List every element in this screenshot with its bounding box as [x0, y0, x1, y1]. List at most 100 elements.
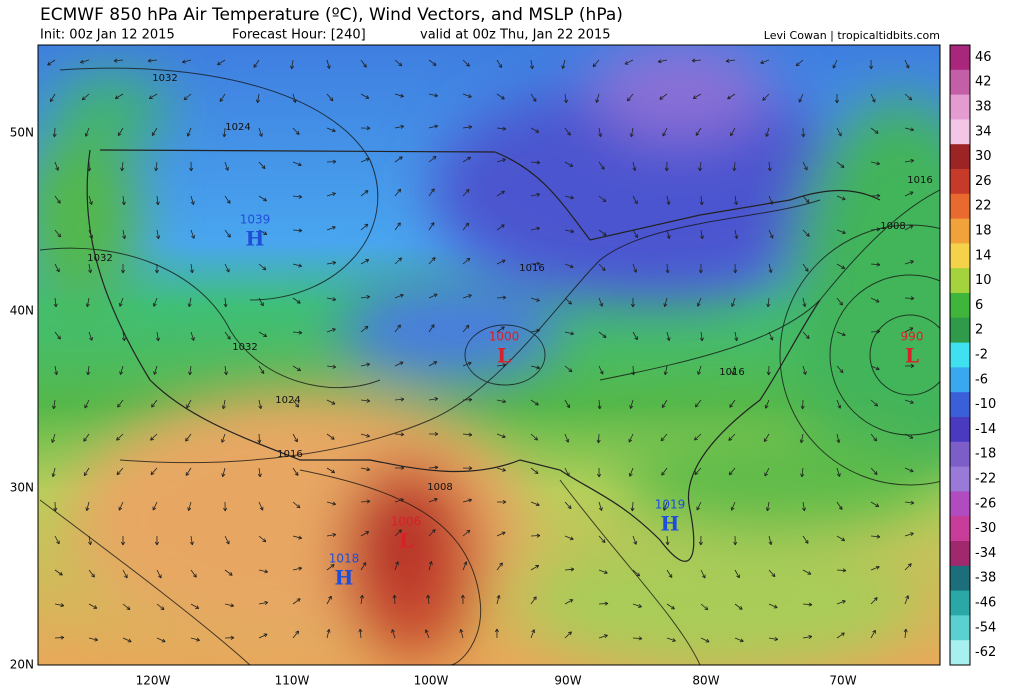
- wind-arrow: [88, 603, 98, 609]
- wind-arrow: [119, 365, 124, 375]
- wind-arrow: [428, 398, 438, 401]
- wind-arrow-head: [696, 506, 701, 511]
- wind-arrow: [253, 59, 260, 68]
- wind-arrow-head: [114, 95, 119, 100]
- wind-arrow-head: [766, 303, 771, 308]
- wind-arrow-head: [230, 603, 235, 608]
- wind-arrow: [904, 59, 910, 69]
- wind-arrow: [156, 331, 159, 341]
- wind-arrow: [394, 561, 399, 571]
- wind-arrow: [530, 629, 535, 639]
- wind-arrow-head: [332, 159, 337, 164]
- wind-arrow: [292, 229, 303, 232]
- colorbar-swatch: [950, 466, 970, 492]
- wind-arrow: [394, 188, 402, 197]
- wind-arrow-head: [56, 540, 60, 545]
- wind-arrow: [122, 637, 132, 643]
- wind-arrow-head: [909, 435, 914, 439]
- wind-arrow: [224, 569, 233, 576]
- colorbar-label: 46: [975, 50, 992, 65]
- wind-arrow-head: [597, 405, 602, 410]
- wind-arrow: [802, 195, 810, 203]
- wind-arrow: [360, 223, 369, 231]
- wind-arrow-head: [604, 634, 608, 639]
- wind-arrow: [766, 501, 770, 511]
- wind-arrow: [802, 365, 807, 375]
- wind-arrow: [224, 229, 231, 238]
- wind-arrow-head: [694, 436, 698, 441]
- wind-arrow-head: [907, 563, 912, 568]
- wind-arrow-head: [297, 162, 302, 167]
- wind-arrow: [222, 467, 226, 477]
- wind-arrow-head: [117, 403, 121, 408]
- wind-arrow-head: [468, 125, 473, 130]
- wind-arrow: [116, 433, 124, 441]
- wind-arrow-head: [905, 64, 910, 69]
- wind-arrow-head: [366, 295, 371, 300]
- wind-arrow: [661, 399, 668, 408]
- wind-arrow-head: [633, 540, 638, 545]
- wind-arrow-head: [832, 64, 837, 69]
- wind-arrow: [496, 562, 503, 571]
- wind-arrow-head: [592, 63, 597, 68]
- wind-arrow-head: [183, 96, 188, 101]
- wind-arrow-head: [638, 636, 643, 641]
- wind-arrow-head: [496, 594, 501, 599]
- wind-arrow: [80, 59, 90, 63]
- wind-arrow: [292, 263, 302, 267]
- wind-arrow-head: [730, 132, 734, 137]
- wind-arrow-head: [565, 472, 570, 477]
- wind-arrow-head: [910, 158, 915, 163]
- wind-arrow-head: [910, 363, 915, 368]
- wind-arrow-head: [366, 467, 371, 472]
- wind-arrow-head: [568, 300, 572, 305]
- wind-arrow-head: [663, 371, 668, 376]
- wind-arrow-head: [190, 201, 195, 205]
- wind-arrow: [224, 297, 227, 307]
- wind-arrow: [731, 297, 736, 307]
- wind-arrow: [629, 467, 634, 477]
- wind-arrow-head: [760, 60, 765, 65]
- wind-arrow-head: [223, 371, 228, 376]
- wind-arrow-head: [807, 571, 812, 575]
- lat-label: 50N: [10, 126, 34, 140]
- wind-arrow: [734, 569, 740, 579]
- wind-arrow: [733, 161, 736, 171]
- wind-arrow: [734, 331, 738, 341]
- wind-arrow: [904, 191, 914, 197]
- wind-arrow: [700, 569, 706, 579]
- wind-arrow-head: [154, 167, 159, 172]
- wind-arrow: [598, 331, 607, 338]
- wind-arrow: [496, 399, 506, 403]
- isobars: [39, 67, 940, 665]
- wind-arrow-head: [332, 364, 337, 369]
- pressure-value: 1019: [655, 498, 686, 512]
- pressure-value: 1006: [391, 515, 422, 529]
- wind-arrow-head: [259, 506, 264, 511]
- wind-arrow-head: [628, 438, 633, 443]
- wind-arrow: [54, 569, 63, 576]
- wind-arrow: [394, 257, 402, 265]
- wind-arrow-head: [670, 605, 675, 610]
- wind-arrow: [628, 433, 634, 443]
- wind-arrow: [462, 499, 472, 503]
- wind-arrow: [425, 629, 430, 639]
- wind-arrow-head: [459, 629, 464, 633]
- wind-arrow-head: [187, 303, 192, 308]
- wind-arrow-head: [152, 506, 157, 511]
- wind-arrow: [632, 195, 638, 205]
- wind-arrow-head: [94, 637, 98, 642]
- wind-arrow: [700, 637, 710, 643]
- wind-arrow-head: [798, 98, 803, 103]
- wind-arrow-head: [802, 371, 807, 375]
- wind-arrow: [258, 601, 268, 605]
- wind-arrow-head: [728, 471, 733, 476]
- wind-arrow: [530, 467, 539, 474]
- wind-arrow-head: [366, 499, 371, 504]
- wind-arrow: [904, 399, 914, 404]
- wind-arrow: [258, 229, 267, 235]
- wind-arrow-head: [152, 302, 157, 307]
- wind-arrow-head: [465, 188, 470, 193]
- wind-arrow: [88, 637, 98, 641]
- wind-arrow: [114, 59, 124, 62]
